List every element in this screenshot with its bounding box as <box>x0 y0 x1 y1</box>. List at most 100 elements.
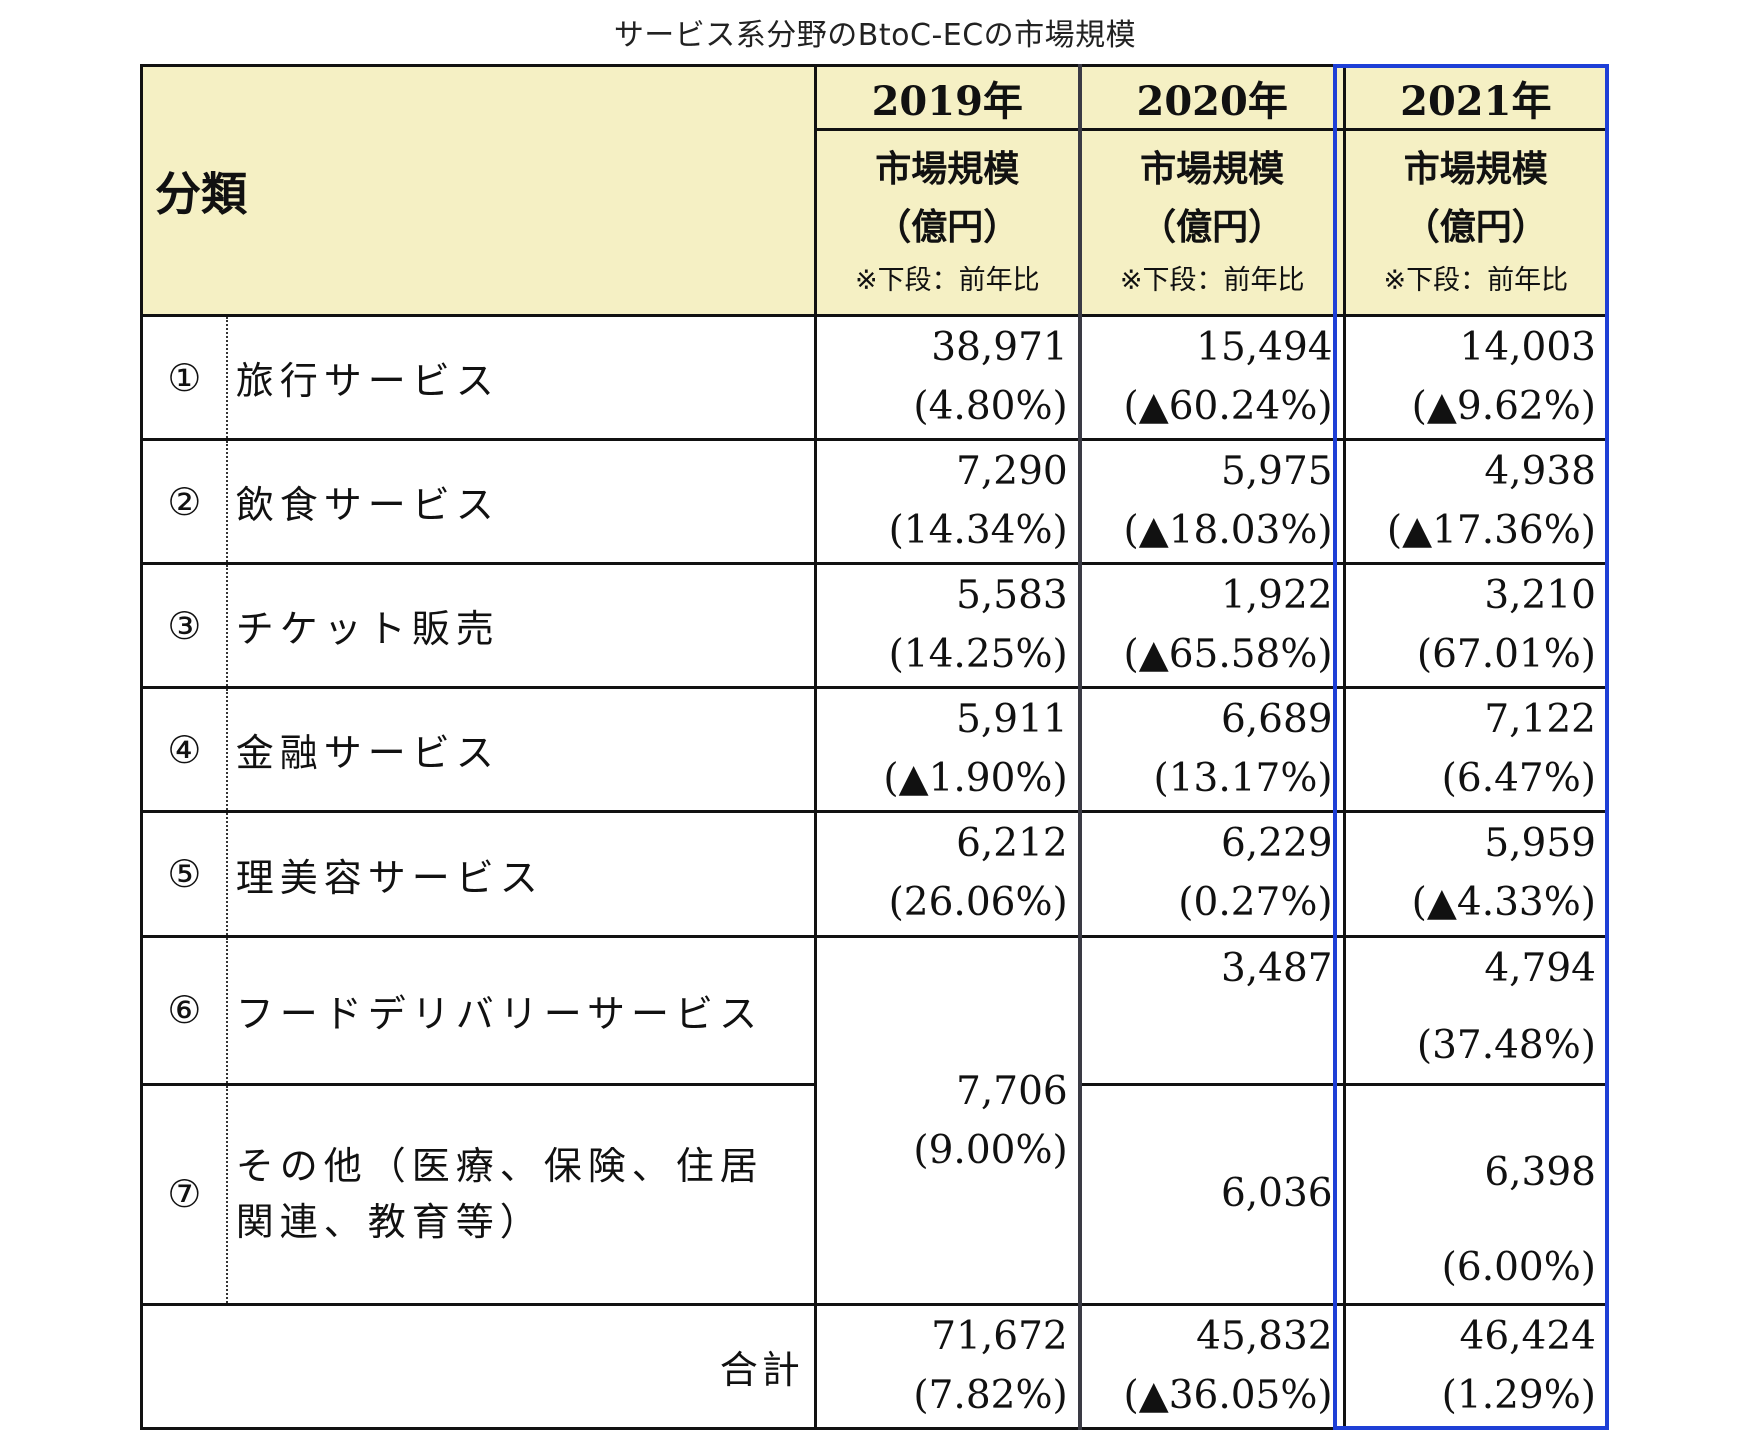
cell-2020: 15,494 (▲60.24%) <box>1077 314 1346 442</box>
table-row: ② 飲食サービス 7,290 (14.34%) 5,975 (▲18.03%) 4,… <box>139 438 1610 566</box>
header-year-2021: 2021年 <box>1342 63 1610 132</box>
row-category-line2: 関連、教育等） <box>235 1200 544 1245</box>
total-2021: 46,424 (1.29%) <box>1342 1302 1610 1431</box>
cell-2020: 6,036 <box>1077 1082 1346 1306</box>
yoy: (14.25%) <box>888 632 1068 678</box>
unit-label: 市場規模 <box>1403 147 1548 190</box>
cell-2019: 6,212 (26.06%) <box>813 810 1082 938</box>
table-row: ① 旅行サービス 38,971 (4.80%) 15,494 (▲60.24%) 1… <box>139 314 1610 442</box>
yoy: (▲9.62%) <box>1411 384 1596 430</box>
cell-2019: 5,583 (14.25%) <box>813 562 1082 690</box>
cell-2021: 4,794 (37.48%) <box>1342 934 1610 1086</box>
row-index: ⑥ <box>139 934 227 1086</box>
unit-currency: （億円） <box>875 205 1020 248</box>
yoy: (▲60.24%) <box>1123 384 1333 430</box>
yoy: (▲4.33%) <box>1411 880 1596 926</box>
cell-2020: 5,975 (▲18.03%) <box>1077 438 1346 566</box>
row-index: ③ <box>139 562 227 690</box>
header-unit-2020: 市場規模 （億円） ※下段：前年比 <box>1077 128 1346 318</box>
unit-note: ※下段：前年比 <box>854 264 1040 296</box>
cell-2021: 5,959 (▲4.33%) <box>1342 810 1610 938</box>
row-index: ⑤ <box>139 810 227 938</box>
cell-2020: 6,689 (13.17%) <box>1077 686 1346 814</box>
cell-2020: 6,229 (0.27%) <box>1077 810 1346 938</box>
value: 5,911 <box>956 697 1068 743</box>
value: 1,922 <box>1220 573 1333 619</box>
cell-2021: 14,003 (▲9.62%) <box>1342 314 1610 442</box>
value: 71,672 <box>931 1313 1068 1359</box>
value: 45,832 <box>1196 1313 1333 1359</box>
value: 6,212 <box>956 821 1068 867</box>
yoy: (▲18.03%) <box>1123 508 1333 554</box>
value: 7,290 <box>956 449 1068 495</box>
row-category: 理美容サービス <box>225 810 817 938</box>
row-index: ④ <box>139 686 227 814</box>
value: 14,003 <box>1459 325 1596 371</box>
value: 5,975 <box>1220 449 1333 495</box>
header-row-years: 分類 2019年 2020年 2021年 <box>140 63 1610 318</box>
value: 6,689 <box>1220 697 1333 743</box>
total-2019: 71,672 (7.82%) <box>813 1302 1082 1431</box>
unit-currency: （億円） <box>1403 205 1548 248</box>
table-row: ⑤ 理美容サービス 6,212 (26.06%) 6,229 (0.27%) 5,9… <box>139 810 1610 938</box>
row-category: その他（医療、保険、住居 関連、教育等） <box>225 1082 817 1306</box>
total-2020: 45,832 (▲36.05%) <box>1077 1302 1346 1431</box>
cell-2019: 5,911 (▲1.90%) <box>813 686 1082 814</box>
value: 46,424 <box>1459 1313 1596 1359</box>
yoy: (1.29%) <box>1441 1372 1596 1418</box>
value: 6,229 <box>1220 821 1333 867</box>
yoy: (26.06%) <box>888 880 1068 926</box>
cell-2019-merged: 7,706 (9.00%) <box>813 934 1082 1306</box>
yoy: (▲1.90%) <box>883 756 1068 802</box>
yoy: (▲17.36%) <box>1386 508 1596 554</box>
row-category: 金融サービス <box>225 686 817 814</box>
value: 38,971 <box>931 325 1068 371</box>
value: 4,794 <box>1484 945 1596 991</box>
yoy: (0.27%) <box>1178 880 1333 926</box>
yoy: (7.82%) <box>913 1372 1068 1418</box>
row-category: チケット販売 <box>225 562 817 690</box>
yoy: (4.80%) <box>913 384 1068 430</box>
unit-currency: （億円） <box>1140 205 1285 248</box>
table-row: ⑦ その他（医療、保険、住居 関連、教育等） 6,036 6,398 (6.00… <box>139 1082 1610 1306</box>
total-row: 合計 71,672 (7.82%) 45,832 (▲36.05%) 46,424 (… <box>140 1302 1610 1431</box>
table-row: ⑥ フードデリバリーサービス 7,706 (9.00%) 3,487 4,794… <box>139 934 1610 1306</box>
value: 15,494 <box>1196 325 1333 371</box>
yoy: (▲36.05%) <box>1123 1372 1333 1418</box>
cell-2021: 6,398 (6.00%) <box>1342 1082 1610 1306</box>
yoy: (67.01%) <box>1416 632 1596 678</box>
value: 3,487 <box>1220 945 1333 991</box>
yoy: (6.47%) <box>1441 756 1596 802</box>
header-category: 分類 <box>140 63 817 318</box>
unit-label: 市場規模 <box>1140 147 1285 190</box>
row-category-line1: その他（医療、保険、住居 <box>235 1144 764 1189</box>
yoy: (37.48%) <box>1416 1022 1596 1068</box>
header-year-2019: 2019年 <box>813 63 1082 132</box>
cell-2021: 4,938 (▲17.36%) <box>1342 438 1610 566</box>
yoy: (9.00%) <box>913 1128 1068 1174</box>
row-category: 旅行サービス <box>225 314 817 442</box>
header-unit-2021: 市場規模 （億円） ※下段：前年比 <box>1342 128 1610 318</box>
page-title: サービス系分野のBtoC-ECの市場規模 <box>613 18 1137 53</box>
value: 6,398 <box>1484 1149 1596 1195</box>
value: 5,959 <box>1484 821 1596 867</box>
header-year-2020: 2020年 <box>1077 63 1346 132</box>
unit-note: ※下段：前年比 <box>1119 264 1305 296</box>
header-unit-2019: 市場規模 （億円） ※下段：前年比 <box>813 128 1082 318</box>
value: 4,938 <box>1484 449 1596 495</box>
cell-2019: 38,971 (4.80%) <box>813 314 1082 442</box>
value: 3,210 <box>1484 573 1596 619</box>
market-size-table: 分類 2019年 2020年 2021年 市場規模 （億円） ※下段：前年比 市… <box>139 63 1610 1431</box>
total-label: 合計 <box>140 1302 817 1431</box>
yoy: (14.34%) <box>888 508 1068 554</box>
value: 7,706 <box>956 1069 1068 1115</box>
unit-label: 市場規模 <box>875 147 1020 190</box>
cell-2019: 7,290 (14.34%) <box>813 438 1082 566</box>
row-index: ① <box>139 314 227 442</box>
row-index: ⑦ <box>139 1082 227 1306</box>
row-category: 飲食サービス <box>225 438 817 566</box>
header-row-units: 市場規模 （億円） ※下段：前年比 市場規模 （億円） ※下段：前年比 市場規模… <box>142 128 1610 318</box>
value: 5,583 <box>956 573 1068 619</box>
value: 7,122 <box>1484 697 1596 743</box>
yoy: (6.00%) <box>1441 1244 1596 1290</box>
